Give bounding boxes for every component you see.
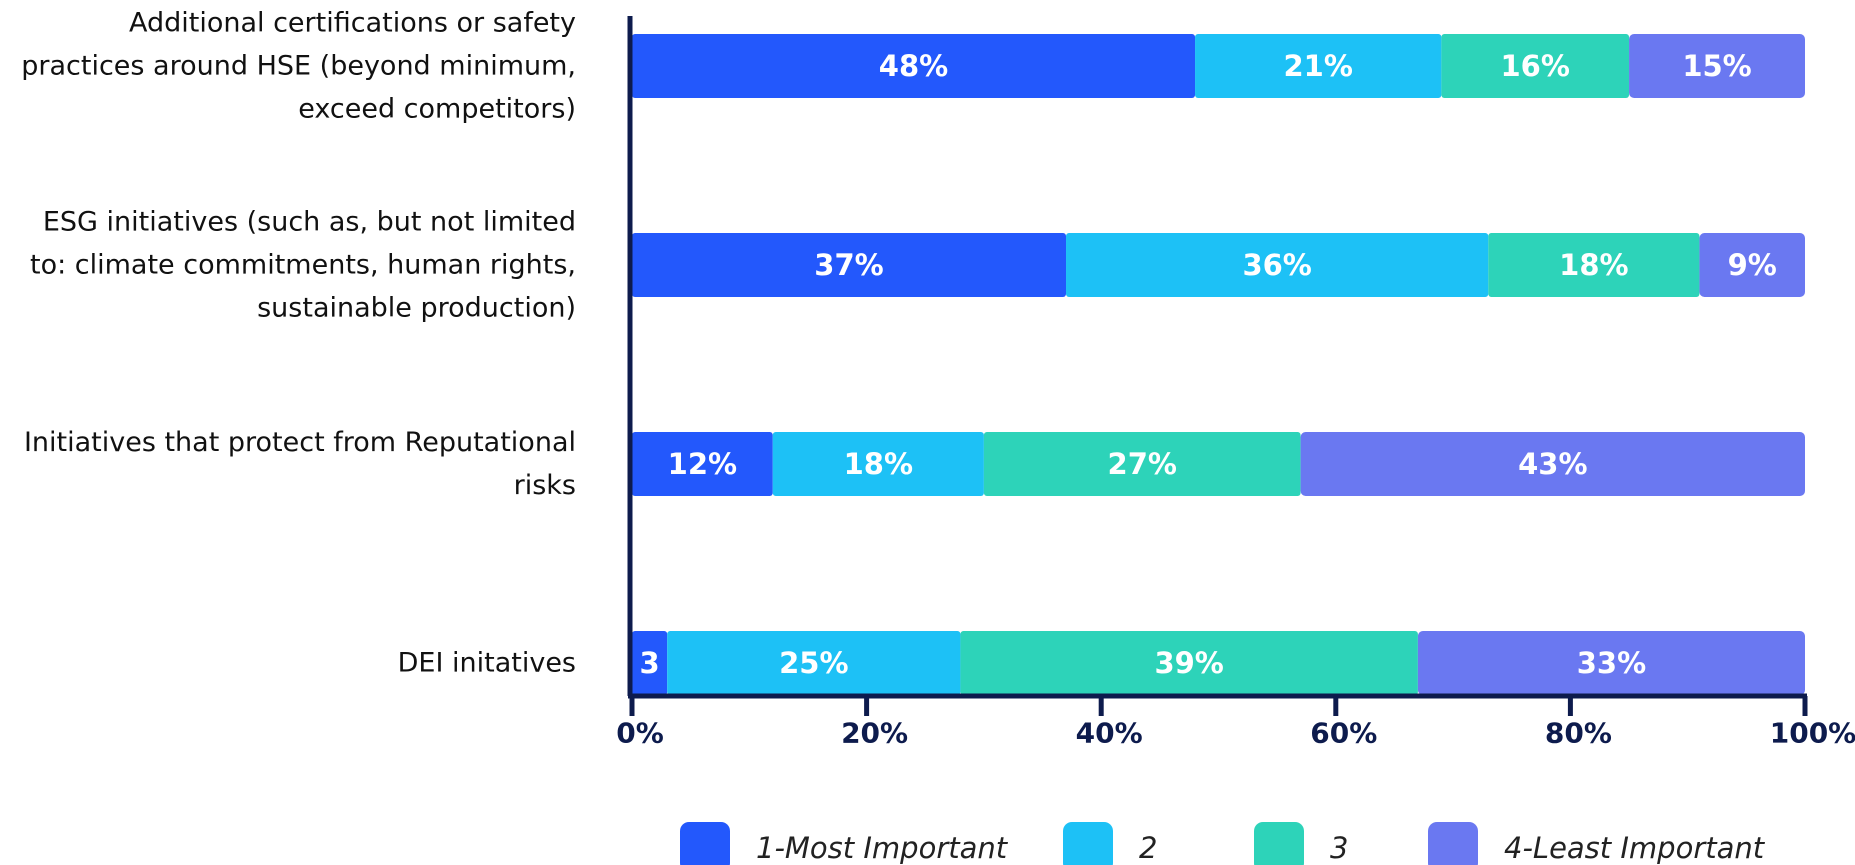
data-label: 27% xyxy=(1108,447,1177,481)
bar-segment xyxy=(1417,631,1805,695)
category-label: Additional certifications or safety prac… xyxy=(21,7,576,125)
data-label: 3 xyxy=(640,646,660,680)
bar-segment xyxy=(960,631,1418,695)
legend-swatch xyxy=(680,822,730,865)
data-label: 18% xyxy=(844,447,913,481)
legend-label: 1-Most Important xyxy=(756,831,1009,865)
bar-segment xyxy=(632,432,773,496)
bar-segment xyxy=(632,233,1067,297)
category-label: Initiatives that protect from Reputation… xyxy=(23,427,576,501)
bar-segment xyxy=(632,631,668,695)
data-label: 15% xyxy=(1682,49,1751,83)
data-label: 48% xyxy=(879,49,948,83)
bar-segment xyxy=(1488,233,1700,297)
category-label: DEI initatives xyxy=(397,647,576,679)
x-tick-label: 20% xyxy=(841,717,908,750)
data-label: 25% xyxy=(779,646,848,680)
data-label: 18% xyxy=(1559,248,1628,282)
bar-segment xyxy=(632,34,1196,98)
x-tick-label: 0% xyxy=(616,717,664,750)
bar-segment xyxy=(1629,34,1805,98)
bar-segment xyxy=(1441,34,1630,98)
data-label: 36% xyxy=(1242,248,1311,282)
bar-segment xyxy=(772,432,984,496)
bar-segment xyxy=(1195,34,1442,98)
data-label: 33% xyxy=(1577,646,1646,680)
legend-swatch xyxy=(1428,822,1478,865)
bar-segment xyxy=(1066,233,1489,297)
bar-segment xyxy=(1300,432,1805,496)
legend-label: 4-Least Important xyxy=(1504,831,1766,865)
data-label: 16% xyxy=(1500,49,1569,83)
legend-label: 3 xyxy=(1330,831,1348,865)
x-tick-label: 40% xyxy=(1076,717,1143,750)
x-tick-label: 100% xyxy=(1770,717,1855,750)
data-label: 43% xyxy=(1518,447,1587,481)
bar-segment xyxy=(667,631,961,695)
data-label: 37% xyxy=(814,248,883,282)
x-tick-label: 60% xyxy=(1310,717,1377,750)
category-label: ESG initiatives (such as, but not limite… xyxy=(29,206,576,324)
data-label: 39% xyxy=(1154,646,1223,680)
data-label: 21% xyxy=(1283,49,1352,83)
legend-swatch xyxy=(1254,822,1304,865)
data-label: 12% xyxy=(668,447,737,481)
legend-label: 2 xyxy=(1139,831,1157,865)
x-tick-label: 80% xyxy=(1545,717,1612,750)
legend-swatch xyxy=(1063,822,1113,865)
bar-segment xyxy=(1699,233,1805,297)
data-label: 9% xyxy=(1728,248,1777,282)
bar-segment xyxy=(983,432,1301,496)
